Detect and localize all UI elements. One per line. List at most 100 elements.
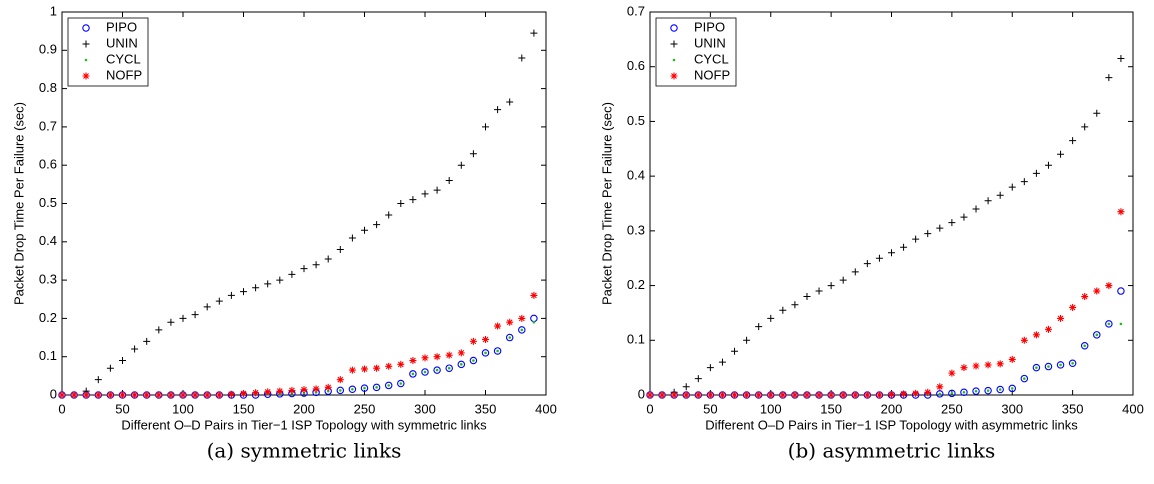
- marker-circle: [1068, 359, 1077, 368]
- marker-plus: [1032, 169, 1040, 177]
- marker-plus: [1044, 161, 1052, 169]
- marker-star: [240, 389, 247, 397]
- marker-star: [203, 391, 211, 399]
- marker-dot: [1047, 365, 1050, 368]
- marker-star: [827, 391, 835, 399]
- marker-star: [1044, 325, 1052, 333]
- marker-circle: [936, 390, 944, 398]
- marker-dot: [387, 384, 391, 387]
- marker-star: [518, 314, 526, 322]
- marker-star: [743, 391, 751, 399]
- marker-star: [791, 391, 799, 399]
- series: [646, 208, 1125, 399]
- marker-star: [70, 391, 78, 399]
- marker-star: [1081, 293, 1089, 301]
- marker-plus: [506, 98, 514, 106]
- marker-plus: [119, 357, 126, 365]
- marker-circle: [960, 388, 968, 397]
- x-tick-label: 50: [703, 401, 717, 416]
- x-tick-label: 400: [1122, 401, 1144, 416]
- marker-dot: [938, 392, 942, 396]
- marker-star: [1057, 314, 1065, 322]
- marker-circle: [360, 384, 369, 392]
- caption: (a) symmetric links: [207, 439, 402, 463]
- marker-star: [227, 390, 235, 398]
- y-tick-label: 0.6: [39, 157, 57, 172]
- x-tick-label: 0: [58, 401, 65, 416]
- y-tick-label: 1: [50, 3, 57, 18]
- marker-star: [336, 376, 344, 384]
- marker-circle: [493, 347, 502, 355]
- marker-circle: [1117, 287, 1125, 295]
- marker-circle: [505, 333, 514, 342]
- x-tick-label: 0: [646, 401, 653, 416]
- x-axis-label: Different O–D Pairs in Tier−1 ISP Topolo…: [705, 417, 1078, 432]
- marker-plus: [348, 234, 356, 242]
- marker-star: [421, 354, 429, 362]
- marker-plus: [167, 318, 175, 326]
- subplot: 0 50 100 150 200 250 300 350 400 0 0.1 0.2 0.3 0.4 0.5…: [11, 3, 556, 462]
- x-tick-label: 50: [115, 401, 129, 416]
- marker-plus: [276, 276, 284, 284]
- marker-plus: [694, 375, 702, 383]
- marker-star: [960, 364, 968, 372]
- y-tick-label: 0.4: [39, 233, 57, 248]
- marker-star: [445, 351, 453, 359]
- marker-plus: [155, 326, 163, 334]
- marker-plus: [203, 303, 211, 311]
- marker-circle: [469, 356, 478, 365]
- marker-star: [361, 365, 368, 373]
- marker-dot: [1095, 333, 1099, 337]
- marker-plus: [312, 261, 320, 269]
- y-axis-label: Packet Drop Time Per Failure (sec): [599, 102, 614, 305]
- marker-plus: [397, 200, 405, 207]
- marker-star: [803, 391, 811, 399]
- marker-star: [155, 391, 163, 399]
- marker-star: [767, 391, 775, 399]
- marker-plus: [143, 337, 151, 345]
- marker-star: [900, 390, 908, 398]
- marker-plus: [445, 177, 453, 185]
- legend-box: [655, 17, 737, 87]
- marker-circle: [457, 360, 466, 369]
- marker-plus: [815, 287, 823, 295]
- marker-star: [682, 391, 690, 399]
- marker-star: [397, 360, 405, 368]
- marker-dot: [399, 382, 403, 385]
- marker-plus: [936, 224, 944, 232]
- y-tick-label: 0: [50, 386, 57, 401]
- marker-plus: [373, 221, 381, 229]
- marker-star: [863, 391, 871, 399]
- y-axis-label: Packet Drop Time Per Failure (sec): [11, 102, 26, 305]
- marker-plus: [996, 191, 1004, 199]
- x-tick-label: 300: [1001, 401, 1023, 416]
- marker-plus: [433, 186, 441, 194]
- marker-plus: [827, 282, 835, 290]
- marker-star: [912, 389, 920, 397]
- marker-circle: [1080, 342, 1089, 350]
- marker-plus: [912, 235, 920, 243]
- marker-plus: [1081, 123, 1089, 131]
- marker-star: [924, 388, 932, 396]
- marker-dot: [472, 359, 475, 362]
- legend-label: NOFP: [106, 67, 142, 82]
- marker-star: [506, 318, 514, 326]
- x-tick-label: 250: [354, 401, 376, 416]
- marker-dot: [375, 386, 378, 389]
- marker-plus: [494, 106, 502, 114]
- marker-circle: [372, 383, 381, 392]
- marker-dot: [1107, 322, 1111, 326]
- marker-plus: [94, 376, 102, 384]
- marker-circle: [1044, 362, 1053, 371]
- marker-plus: [888, 249, 895, 257]
- marker-dot: [532, 320, 536, 324]
- marker-dot: [1023, 377, 1026, 380]
- marker-plus: [779, 306, 787, 314]
- marker-plus: [457, 161, 465, 169]
- marker-star: [106, 391, 114, 399]
- marker-dot: [447, 366, 451, 370]
- y-tick-label: 0.1: [627, 332, 645, 347]
- marker-plus: [288, 270, 296, 278]
- legend-marker: [670, 40, 678, 48]
- marker-plus: [324, 255, 332, 263]
